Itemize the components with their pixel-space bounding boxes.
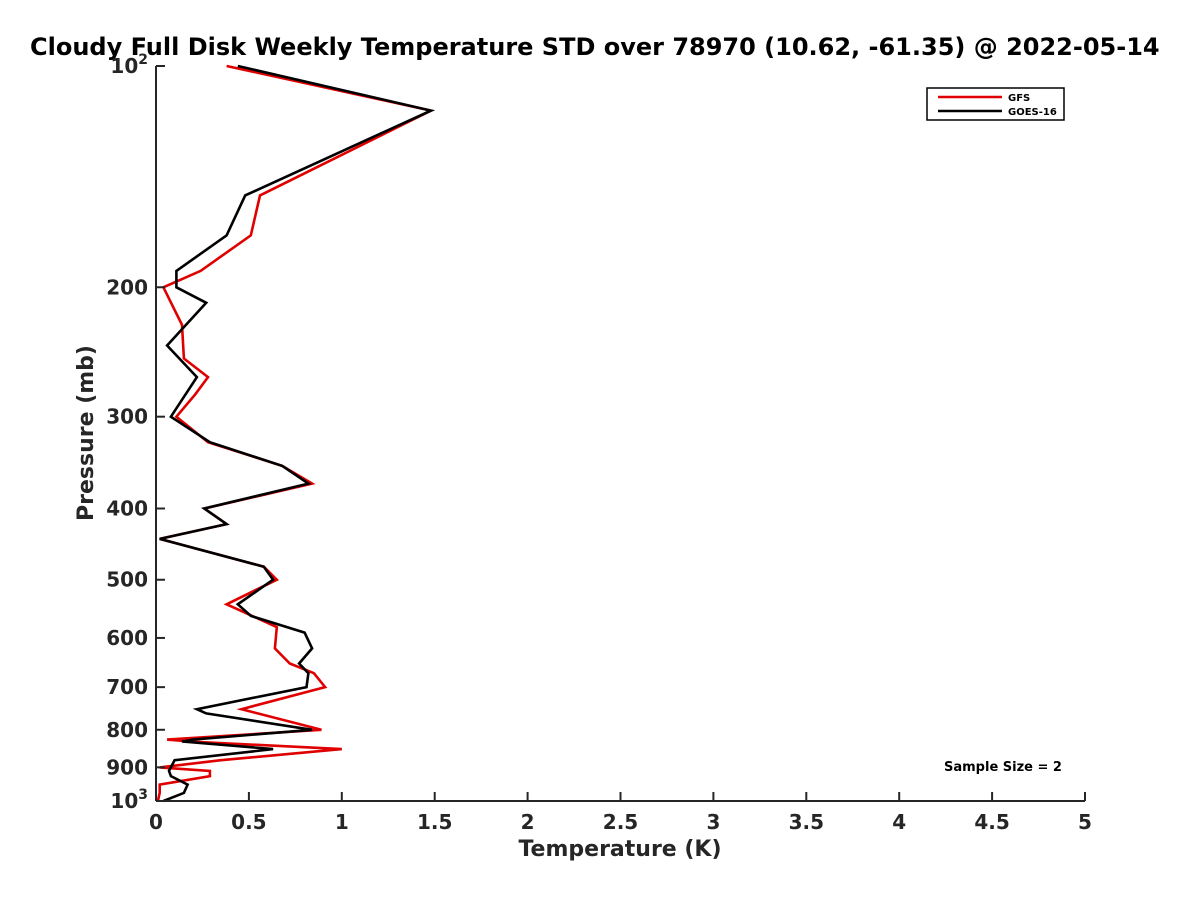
y-tick-label: 200 <box>106 275 148 299</box>
x-tick-label: 0.5 <box>231 810 266 834</box>
x-tick-label: 2.5 <box>603 810 638 834</box>
x-tick-label: 1.5 <box>417 810 452 834</box>
sample-size-annotation: Sample Size = 2 <box>944 760 1062 775</box>
x-tick-label: 5 <box>1078 810 1092 834</box>
y-tick-label: 102 <box>110 52 148 78</box>
y-tick-label: 600 <box>106 626 148 650</box>
x-tick-label: 1 <box>335 810 349 834</box>
legend-box <box>926 87 1065 121</box>
y-tick-label: 800 <box>106 718 148 742</box>
x-tick-label: 2 <box>521 810 535 834</box>
y-tick-label: 500 <box>106 568 148 592</box>
y-tick-label: 900 <box>106 755 148 779</box>
x-tick-label: 3.5 <box>789 810 824 834</box>
axes-layer: 0 0.5 1 1.5 2 2.5 3 3.5 4 4.5 5 102 200 300 400 500 600 7… <box>106 52 1092 834</box>
legend-label: GOES-16 <box>1008 107 1057 118</box>
legend: GFS GOES-16 <box>926 87 1065 121</box>
chart-title: Cloudy Full Disk Weekly Temperature STD … <box>30 33 1160 61</box>
series-line-goes-16 <box>159 64 436 803</box>
legend-label: GFS <box>1008 93 1030 104</box>
x-tick-label: 4.5 <box>974 810 1009 834</box>
x-tick-label: 4 <box>892 810 906 834</box>
y-tick-label: 103 <box>110 787 148 813</box>
y-tick-label: 300 <box>106 405 148 429</box>
y-tick-label: 400 <box>106 497 148 521</box>
x-axis-label: Temperature (K) <box>518 837 721 862</box>
y-tick-label: 700 <box>106 675 148 699</box>
x-tick-label: 3 <box>706 810 720 834</box>
y-axis-label: Pressure (mb) <box>74 345 99 521</box>
x-tick-label: 0 <box>149 810 163 834</box>
series-layer <box>156 64 436 803</box>
